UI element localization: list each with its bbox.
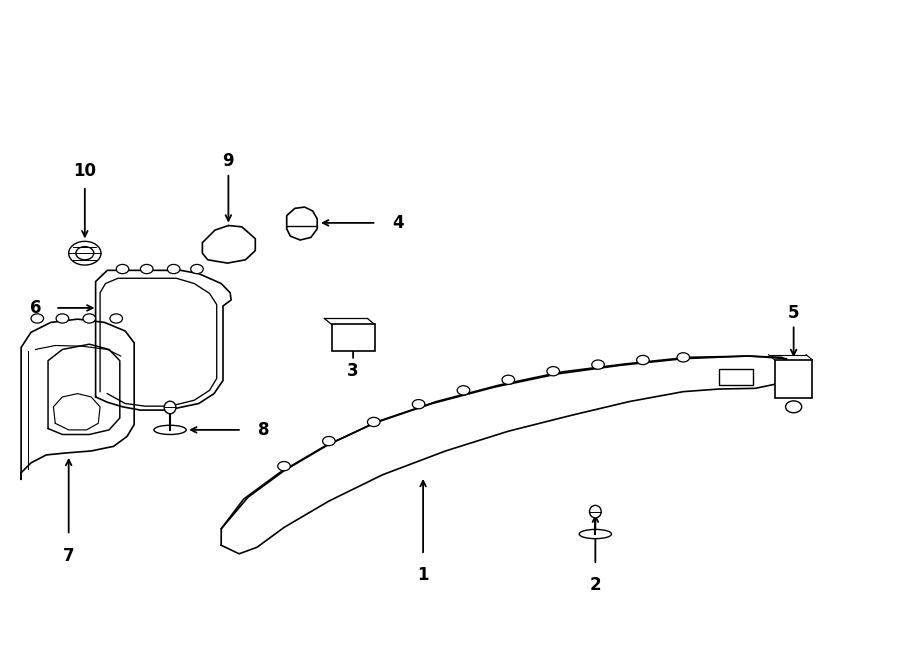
Text: 10: 10: [73, 162, 96, 181]
Circle shape: [457, 386, 470, 395]
Circle shape: [636, 355, 649, 365]
Text: 7: 7: [63, 547, 75, 565]
Circle shape: [367, 417, 380, 426]
Circle shape: [412, 400, 425, 409]
Polygon shape: [287, 207, 317, 240]
Circle shape: [56, 314, 68, 323]
Circle shape: [547, 367, 560, 376]
Ellipse shape: [590, 505, 601, 518]
Text: 4: 4: [392, 214, 404, 232]
Circle shape: [76, 247, 94, 260]
Text: 8: 8: [257, 421, 269, 439]
Text: 2: 2: [590, 576, 601, 594]
Bar: [775, 360, 813, 399]
Circle shape: [786, 401, 802, 412]
Circle shape: [592, 360, 604, 369]
Circle shape: [31, 314, 43, 323]
Ellipse shape: [154, 425, 186, 434]
Circle shape: [191, 264, 203, 273]
Text: 6: 6: [30, 299, 41, 317]
Text: 3: 3: [347, 361, 359, 379]
Circle shape: [110, 314, 122, 323]
Circle shape: [116, 264, 129, 273]
Text: 9: 9: [222, 152, 234, 170]
Bar: [719, 369, 753, 385]
Circle shape: [677, 353, 689, 362]
Bar: [331, 324, 374, 351]
Circle shape: [278, 461, 291, 471]
Polygon shape: [202, 226, 256, 263]
Circle shape: [68, 242, 101, 265]
Circle shape: [322, 436, 335, 446]
Text: 5: 5: [788, 304, 799, 322]
Circle shape: [83, 314, 95, 323]
Polygon shape: [221, 356, 787, 554]
Ellipse shape: [164, 401, 176, 414]
Text: 1: 1: [418, 566, 428, 584]
Circle shape: [140, 264, 153, 273]
Circle shape: [502, 375, 515, 385]
Polygon shape: [95, 270, 231, 410]
Ellipse shape: [580, 530, 611, 539]
Circle shape: [167, 264, 180, 273]
Polygon shape: [21, 319, 134, 479]
